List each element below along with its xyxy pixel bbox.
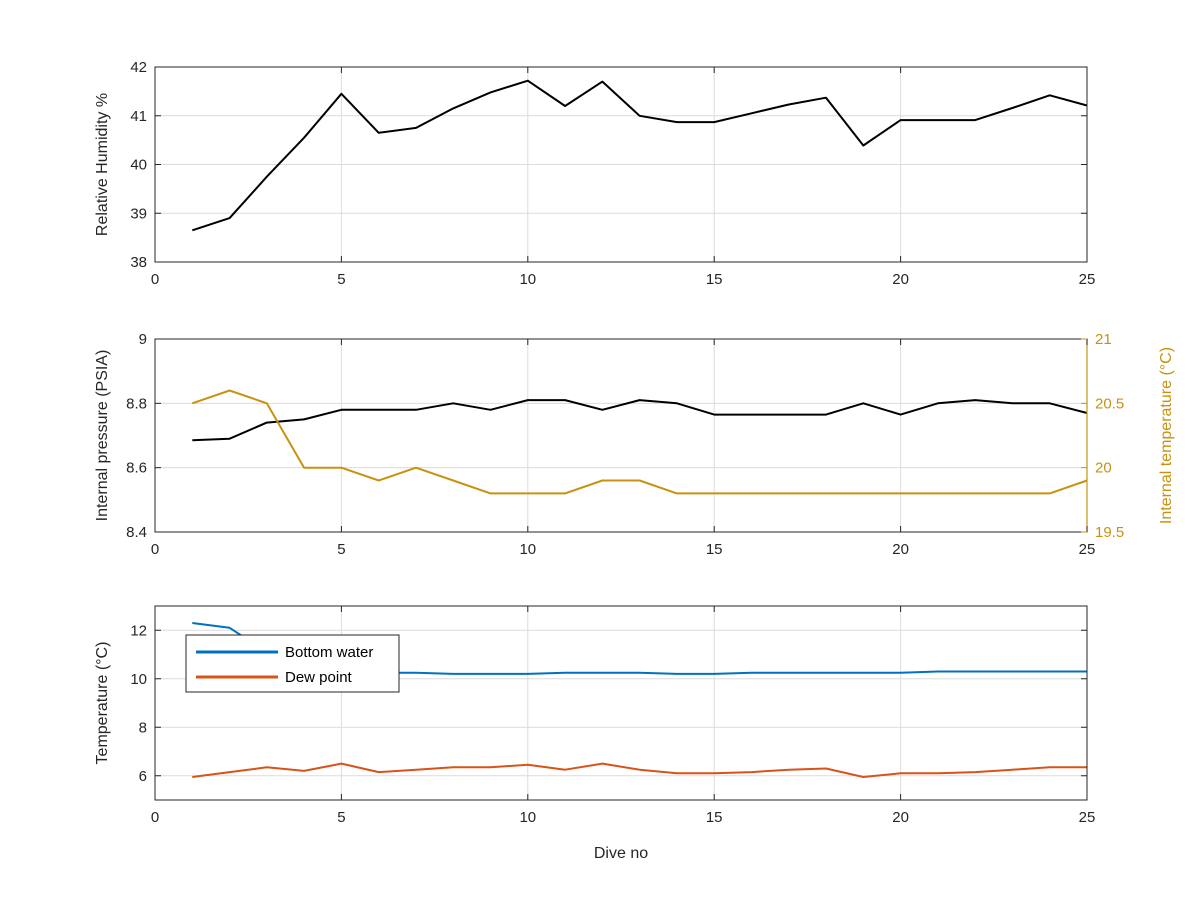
x-tick-label: 5 — [337, 271, 345, 288]
x-tick-label: 15 — [706, 541, 723, 558]
series-line-subplot1-1 — [191, 79, 1088, 232]
x-tick-label: 20 — [892, 809, 909, 826]
y-tick-label: 41 — [130, 108, 147, 125]
x-tick-label: 15 — [706, 271, 723, 288]
x-tick-label: 20 — [892, 541, 909, 558]
y-right-tick-label: 20 — [1095, 460, 1112, 477]
x-tick-label: 25 — [1079, 271, 1096, 288]
y-tick-label: 42 — [130, 59, 147, 76]
subplot-2: 0 5 10 15 20 25 8.4 8.6 8.8 9 19.5 20 20.5 21 Internal… — [94, 331, 1175, 558]
series-line-subplot2-1 — [192, 399, 1088, 442]
axes-frame — [154, 605, 1088, 801]
y-right-tick-label: 20.5 — [1095, 395, 1124, 412]
x-tick-label: 5 — [337, 541, 345, 558]
subplot-3: 0 5 10 15 20 25 6 8 10 12 Temperature (°C) Dive no B… — [94, 605, 1096, 862]
series-line-subplot2-2 — [191, 389, 1088, 495]
x-tick-label: 15 — [706, 809, 723, 826]
y-tick-label: 12 — [130, 622, 147, 639]
x-tick-label: 0 — [151, 809, 159, 826]
x-tick-label: 25 — [1079, 809, 1096, 826]
legend-label-bottom-water: Bottom water — [285, 644, 373, 661]
legend-box — [185, 634, 400, 693]
y-tick-label: 8.4 — [126, 524, 147, 541]
x-tick-label: 10 — [519, 809, 536, 826]
y-right-tick-label: 19.5 — [1095, 524, 1124, 541]
y-right-axis-label: Internal temperature (°C) — [1158, 347, 1175, 524]
x-tick-label: 10 — [519, 271, 536, 288]
y-tick-label: 40 — [130, 157, 147, 174]
y-tick-label: 8.8 — [126, 395, 147, 412]
y-tick-label: 8 — [139, 719, 147, 736]
x-tick-label: 25 — [1079, 541, 1096, 558]
y-axis-label: Relative Humidity % — [94, 93, 111, 236]
subplot-1: 0 5 10 15 20 25 38 39 40 41 42 Relative Humidity % — [94, 59, 1095, 288]
x-tick-label: 10 — [519, 541, 536, 558]
legend-label-dew-point: Dew point — [285, 669, 353, 686]
x-axis-label: Dive no — [594, 845, 648, 862]
legend: Bottom water Dew point — [185, 634, 400, 693]
x-tick-label: 0 — [151, 541, 159, 558]
x-tick-label: 0 — [151, 271, 159, 288]
y-tick-label: 6 — [139, 768, 147, 785]
y-axis-label: Temperature (°C) — [94, 642, 111, 765]
series-line-dew-point — [192, 762, 1087, 778]
y-axis-label: Internal pressure (PSIA) — [94, 350, 111, 522]
y-tick-label: 39 — [130, 205, 147, 222]
y-right-tick-label: 21 — [1095, 331, 1112, 348]
x-tick-label: 5 — [337, 809, 345, 826]
y-tick-label: 8.6 — [126, 460, 147, 477]
x-tick-label: 20 — [892, 271, 909, 288]
y-tick-label: 10 — [130, 671, 147, 688]
plot-area — [155, 339, 1087, 532]
y-tick-label: 38 — [130, 254, 147, 271]
y-tick-label: 9 — [139, 331, 147, 348]
